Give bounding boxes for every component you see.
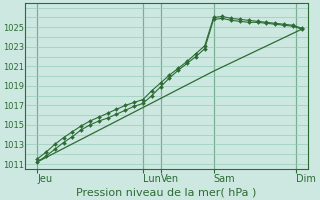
X-axis label: Pression niveau de la mer( hPa ): Pression niveau de la mer( hPa ) [76, 187, 257, 197]
